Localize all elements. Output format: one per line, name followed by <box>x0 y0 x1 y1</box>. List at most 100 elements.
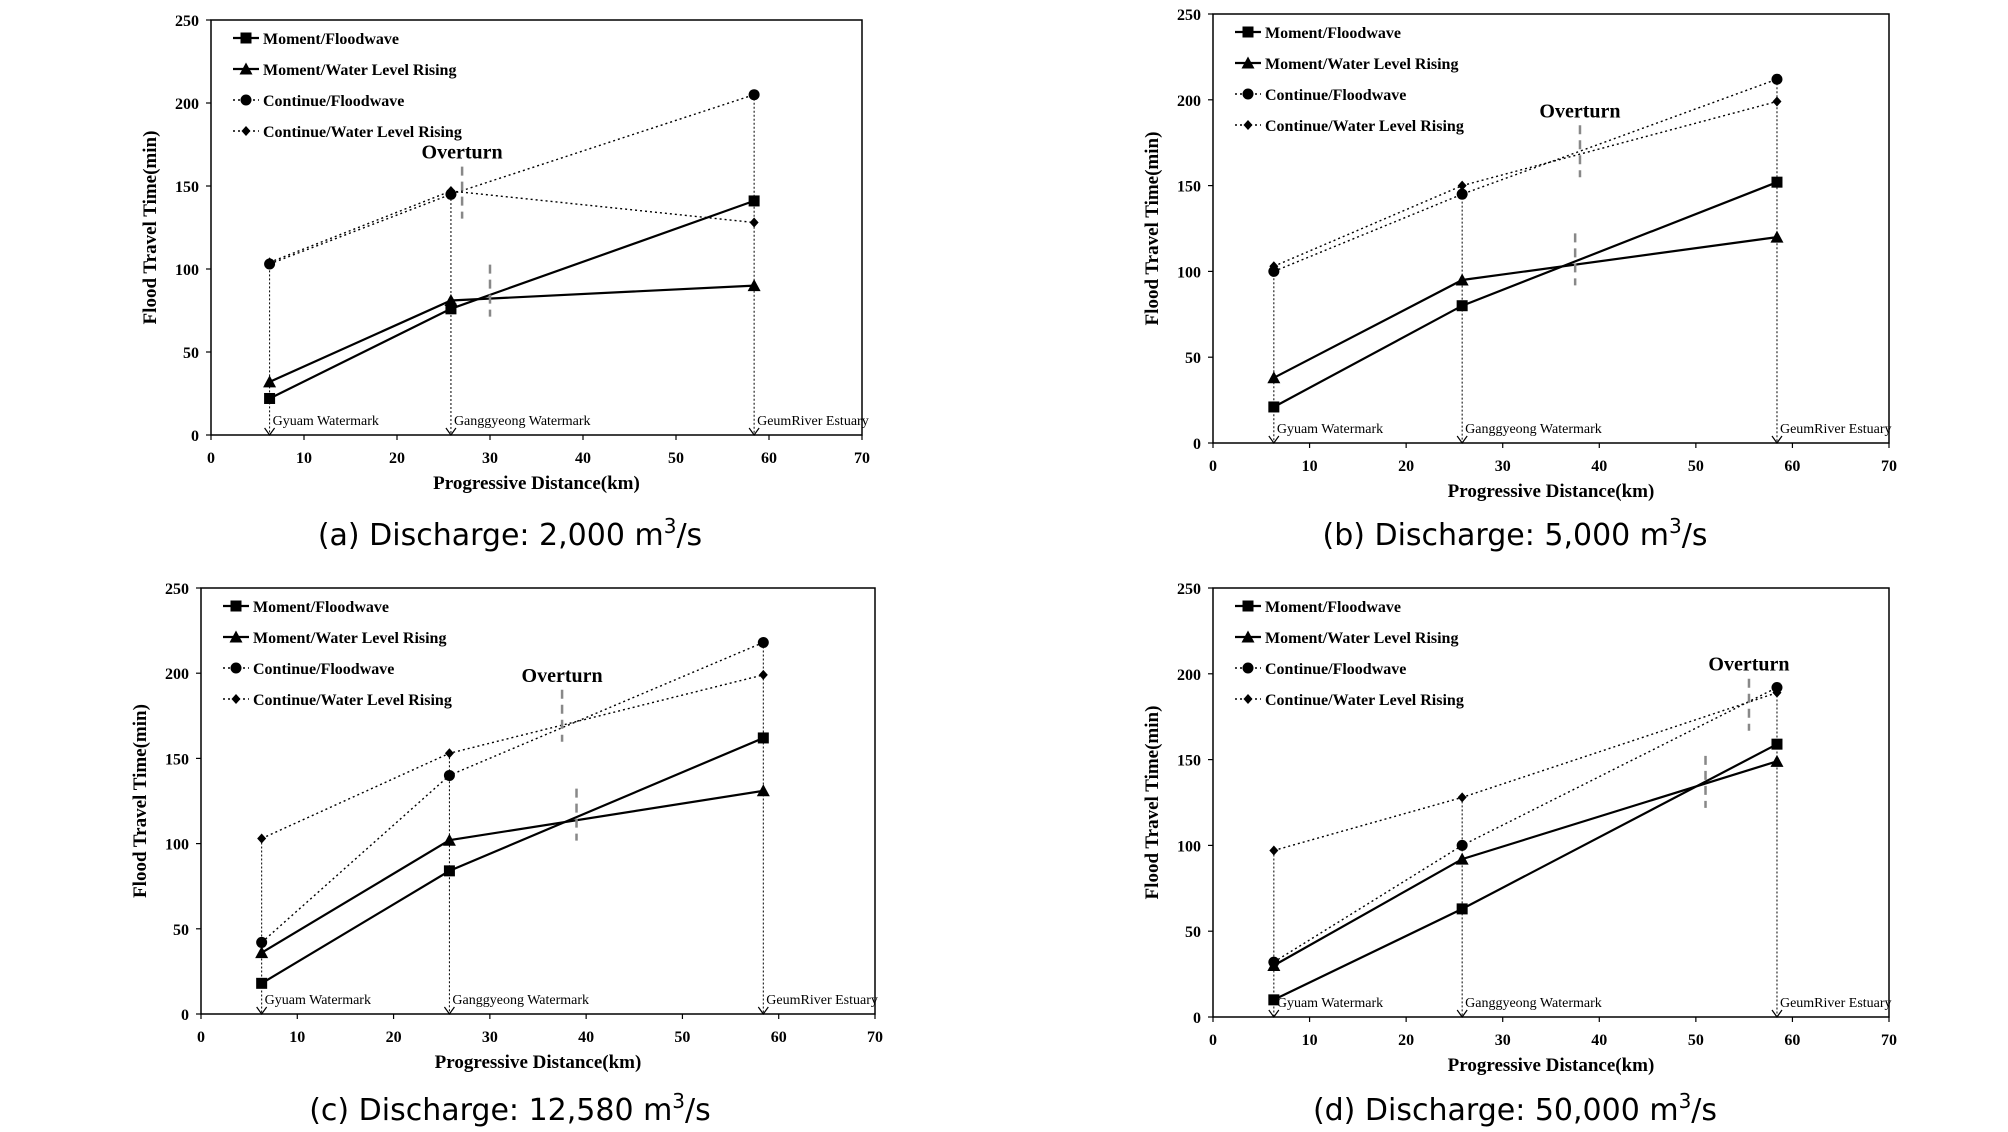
x-tick-label: 50 <box>668 450 684 467</box>
series-line <box>261 736 764 985</box>
x-tick-label: 70 <box>867 1029 883 1046</box>
station-arrow-icon <box>748 427 760 437</box>
legend-label: Continue/Floodwave <box>263 93 404 110</box>
triangle-marker <box>1455 273 1469 286</box>
x-tick-label: 20 <box>1398 458 1414 475</box>
station-arrow-icon <box>1771 1009 1783 1019</box>
triangle-marker <box>747 279 761 292</box>
triangle-marker <box>442 833 456 846</box>
y-tick-label: 150 <box>1177 753 1201 770</box>
series-line <box>1273 760 1778 967</box>
diamond-marker <box>1243 120 1253 130</box>
x-tick-label: 0 <box>1209 1032 1217 1049</box>
station-arrow-icon <box>1771 435 1783 445</box>
x-tick-label: 10 <box>296 450 312 467</box>
diamond-marker <box>241 126 251 136</box>
square-marker <box>230 600 242 612</box>
triangle-marker <box>263 375 277 388</box>
series-line <box>1273 236 1778 379</box>
station-label: GeumRiver Estuary <box>1780 996 1892 1011</box>
diamond-marker <box>1772 96 1782 107</box>
caption-unit: /s <box>1691 1093 1717 1128</box>
triangle-marker <box>1770 230 1784 243</box>
diamond-marker <box>446 185 456 196</box>
y-tick-label: 0 <box>1193 436 1201 453</box>
square-marker <box>1771 738 1783 750</box>
series-line <box>269 94 755 265</box>
square-marker <box>757 732 769 744</box>
x-tick-label: 20 <box>386 1029 402 1046</box>
series-line <box>269 199 755 400</box>
x-axis-label: Progressive Distance(km) <box>435 1052 642 1073</box>
x-tick-label: 50 <box>1688 458 1704 475</box>
series-line <box>269 284 755 383</box>
caption-main: (c) Discharge: 12,580 m <box>309 1093 672 1128</box>
panel-caption: (c) Discharge: 12,580 m3/s <box>309 1089 711 1128</box>
y-tick-label: 50 <box>1185 924 1201 941</box>
caption-unit: /s <box>685 1093 711 1128</box>
station-label: Ganggyeong Watermark <box>454 414 591 429</box>
chart-panel-a: 0 50 100 150 200 250 0 10 20 30 40 50 60 70 Progressiv… <box>140 13 870 553</box>
x-tick-label: 60 <box>771 1029 787 1046</box>
x-tick-label: 0 <box>1209 458 1217 475</box>
caption-superscript: 3 <box>664 514 677 538</box>
y-tick-label: 0 <box>1193 1010 1201 1027</box>
legend-label: Moment/Water Level Rising <box>1265 56 1458 73</box>
x-tick-label: 70 <box>1881 1032 1897 1049</box>
x-tick-label: 30 <box>1495 458 1511 475</box>
legend-label: Continue/Floodwave <box>1265 87 1406 104</box>
overturn-label: Overturn <box>1708 654 1789 676</box>
series-line <box>1273 743 1778 1001</box>
legend-label: Moment/Water Level Rising <box>1265 630 1458 647</box>
x-tick-label: 40 <box>1591 1032 1607 1049</box>
y-tick-label: 150 <box>175 179 199 196</box>
x-tick-label: 70 <box>854 450 870 467</box>
diamond-marker <box>444 748 454 759</box>
series-line <box>1273 181 1778 408</box>
legend-label: Moment/Floodwave <box>253 599 389 616</box>
panel-caption: (a) Discharge: 2,000 m3/s <box>318 514 702 553</box>
diamond-marker <box>1269 845 1279 856</box>
square-marker <box>1456 903 1468 915</box>
y-tick-label: 0 <box>181 1007 189 1024</box>
legend-label: Continue/Water Level Rising <box>1265 692 1464 709</box>
triangle-marker <box>1241 56 1255 69</box>
legend-label: Moment/Floodwave <box>1265 599 1401 616</box>
triangle-marker <box>229 630 243 643</box>
y-tick-label: 250 <box>1177 7 1201 24</box>
station-label: Ganggyeong Watermark <box>1465 422 1602 437</box>
station-arrow-icon <box>1456 435 1468 445</box>
y-tick-label: 200 <box>165 666 189 683</box>
legend-label: Moment/Water Level Rising <box>253 630 446 647</box>
y-tick-label: 50 <box>183 345 199 362</box>
station-label: Gyuam Watermark <box>1277 996 1383 1011</box>
y-tick-label: 50 <box>173 922 189 939</box>
station-arrow-icon <box>1268 435 1280 445</box>
chart-panel-d: 0 50 100 150 200 250 0 10 20 30 40 50 60 70 Progressiv… <box>1142 581 1897 1128</box>
y-tick-label: 250 <box>175 13 199 30</box>
x-tick-label: 50 <box>1688 1032 1704 1049</box>
y-axis-label: Flood Travel Time(min) <box>1142 132 1163 326</box>
circle-marker <box>1268 956 1280 968</box>
diamond-marker <box>1269 261 1279 272</box>
x-tick-label: 40 <box>575 450 591 467</box>
legend-label: Continue/Water Level Rising <box>1265 118 1464 135</box>
x-tick-label: 70 <box>1881 458 1897 475</box>
x-axis-label: Progressive Distance(km) <box>1448 1055 1655 1076</box>
circle-marker <box>1456 839 1468 851</box>
overturn-label: Overturn <box>522 665 603 687</box>
series-line <box>1273 78 1778 273</box>
plot-frame <box>1212 587 1890 1018</box>
circle-marker <box>256 936 268 948</box>
station-label: Ganggyeong Watermark <box>452 993 589 1008</box>
y-tick-label: 100 <box>1177 264 1201 281</box>
y-tick-label: 200 <box>1177 667 1201 684</box>
circle-marker <box>1771 682 1783 694</box>
series-line <box>1273 686 1778 963</box>
circle-marker <box>240 94 252 106</box>
y-tick-label: 250 <box>1177 581 1201 598</box>
y-tick-label: 100 <box>1177 838 1201 855</box>
x-tick-label: 40 <box>578 1029 594 1046</box>
y-tick-label: 150 <box>165 751 189 768</box>
station-label: Gyuam Watermark <box>273 414 379 429</box>
